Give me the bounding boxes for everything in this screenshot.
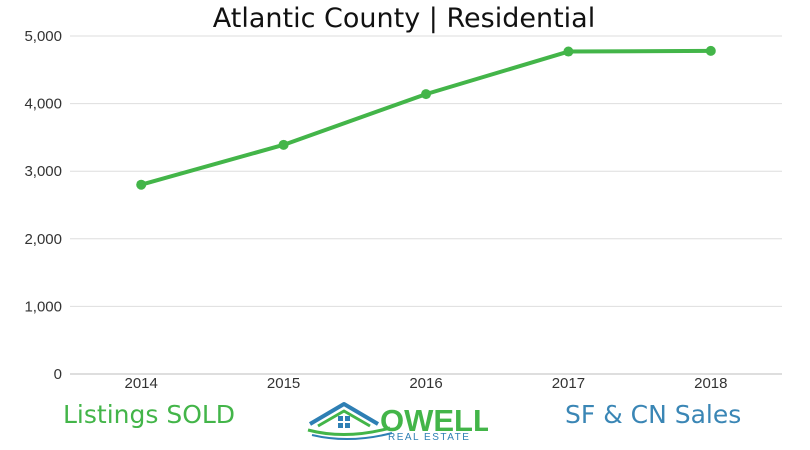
series-line bbox=[136, 45, 716, 190]
data-point bbox=[278, 139, 289, 150]
owell-logo: OWELL REAL ESTATE bbox=[307, 402, 488, 443]
line-chart: Atlantic County | Residential 0 1,000 2,00… bbox=[24, 3, 782, 392]
house-roof-icon bbox=[307, 402, 393, 440]
data-point bbox=[421, 89, 431, 100]
y-tick-label: 5,000 bbox=[24, 28, 62, 45]
series-line-path bbox=[139, 48, 713, 187]
x-axis: 2014 2015 2016 2017 2018 bbox=[125, 375, 728, 392]
x-tick-label: 2016 bbox=[409, 375, 442, 392]
data-point bbox=[705, 45, 716, 56]
data-point bbox=[563, 46, 574, 57]
y-tick-label: 4,000 bbox=[24, 96, 62, 113]
y-axis: 0 1,000 2,000 3,000 4,000 5,000 bbox=[24, 28, 62, 383]
x-tick-label: 2018 bbox=[694, 375, 727, 392]
y-tick-label: 1,000 bbox=[24, 298, 62, 315]
data-point bbox=[136, 179, 147, 190]
chart-title: Atlantic County | Residential bbox=[213, 3, 595, 34]
caption-sf-cn-sales: SF & CN Sales bbox=[565, 400, 742, 429]
x-tick-label: 2014 bbox=[125, 375, 158, 392]
x-tick-label: 2017 bbox=[552, 375, 585, 392]
x-tick-label: 2015 bbox=[267, 375, 300, 392]
grid-lines bbox=[70, 35, 782, 375]
caption-listings-sold: Listings SOLD bbox=[63, 400, 236, 429]
y-tick-label: 3,000 bbox=[24, 163, 62, 180]
logo-subtitle: REAL ESTATE bbox=[388, 432, 470, 443]
y-tick-label: 0 bbox=[54, 366, 62, 383]
y-tick-label: 2,000 bbox=[24, 231, 62, 248]
logo-wordmark: OWELL bbox=[380, 403, 488, 438]
